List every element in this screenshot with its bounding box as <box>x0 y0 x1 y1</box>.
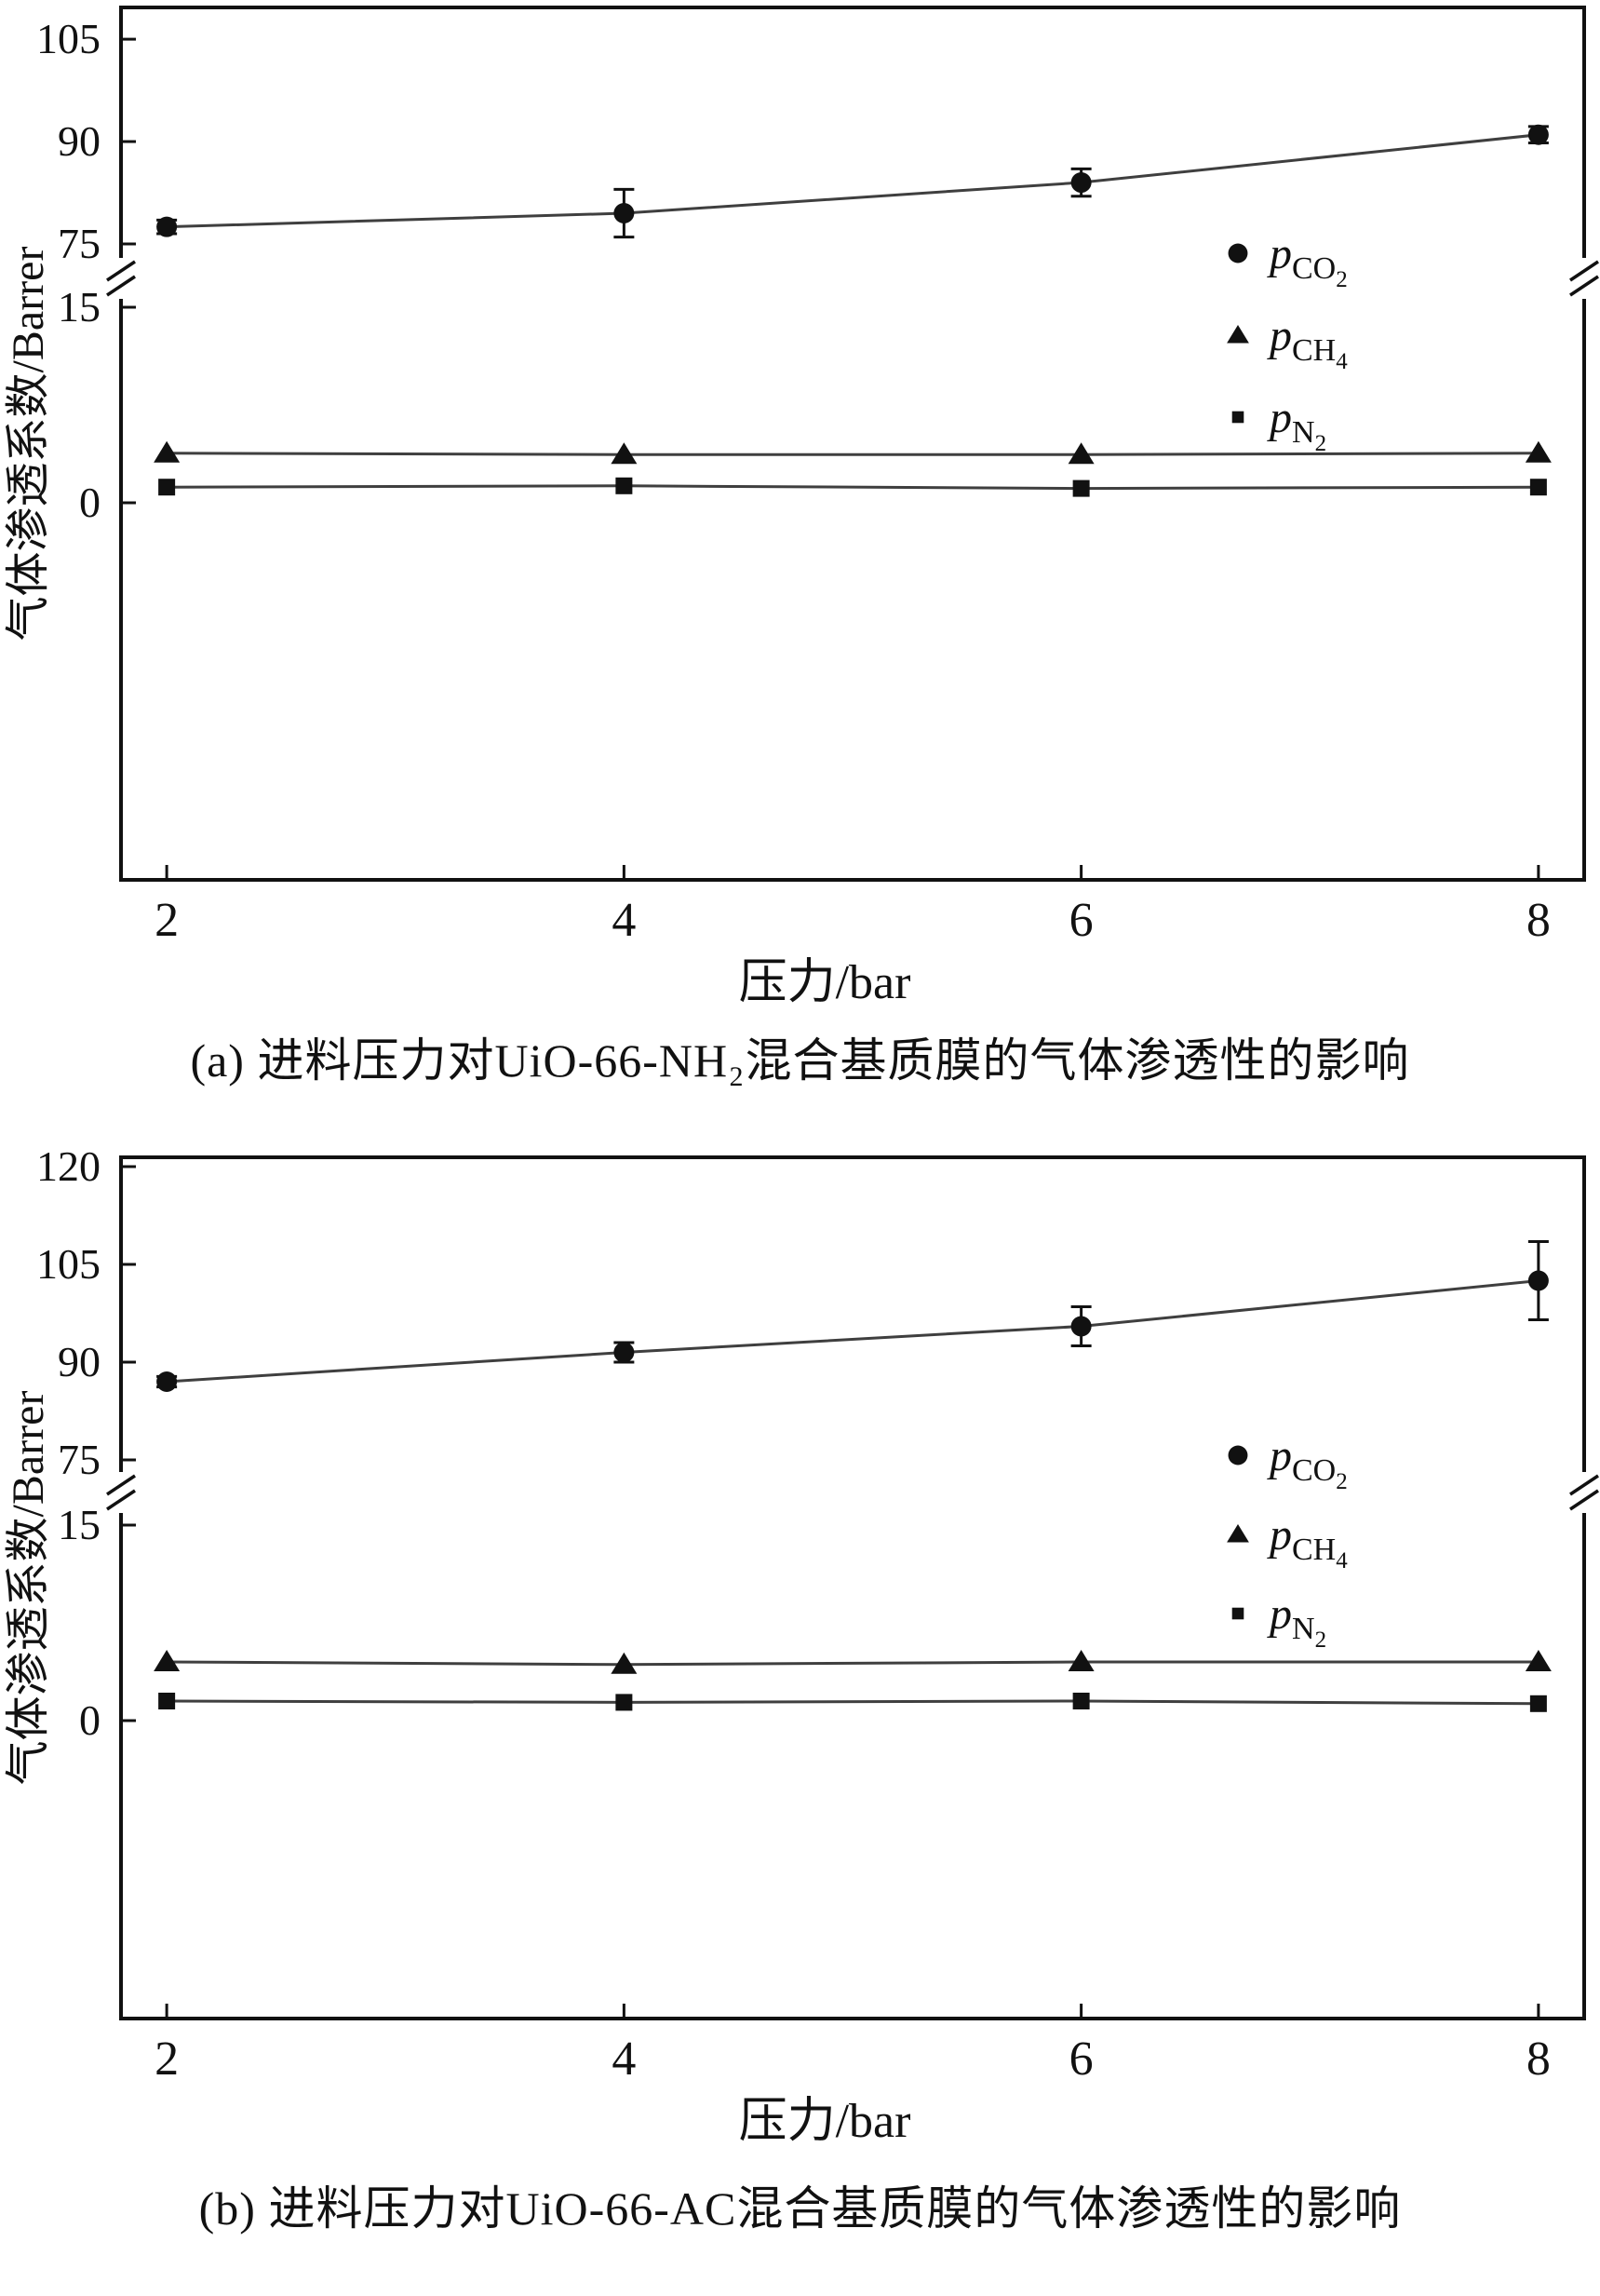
plot-border <box>119 1155 1586 2020</box>
axis-break-slash-icon <box>1569 1489 1599 1511</box>
marker-square <box>1072 1693 1090 1709</box>
marker-square <box>158 479 176 496</box>
series-p-n2 <box>158 1693 1547 1712</box>
marker-triangle <box>1068 1650 1095 1671</box>
y-tick-label: 90 <box>58 1338 101 1385</box>
marker-triangle <box>154 1650 181 1671</box>
marker-square <box>1072 479 1090 497</box>
y-tick-label: 0 <box>79 479 101 526</box>
series-line <box>167 133 1539 229</box>
x-tick-label: 8 <box>1526 2033 1551 2086</box>
axis-break-slash-icon <box>106 260 136 282</box>
marker-square <box>1529 1695 1547 1712</box>
caption-b: (b) 进料压力对UiO-66-AC混合基质膜的气体渗透性的影响 <box>198 2182 1402 2235</box>
series-line <box>167 484 1539 491</box>
y-axis: 75 90 105 0 15 <box>36 15 136 526</box>
series-p-co2 <box>156 124 1549 239</box>
marker-triangle <box>611 1652 638 1674</box>
y-axis: 75 90 105 120 0 15 <box>36 1148 136 1744</box>
marker-square <box>1231 1607 1244 1620</box>
y-tick-label: 75 <box>58 1436 101 1483</box>
series-p-ch4 <box>154 440 1552 465</box>
x-tick-label: 6 <box>1069 894 1094 947</box>
marker-triangle <box>1227 324 1249 344</box>
axis-break-slash-icon <box>1569 275 1599 297</box>
marker-square <box>1529 479 1547 496</box>
axis-break-slash-icon <box>106 1474 136 1496</box>
marker-circle <box>1527 124 1549 145</box>
x-axis: 2 4 6 8 <box>155 865 1551 947</box>
series-line <box>167 1660 1539 1667</box>
marker-circle <box>156 1371 178 1392</box>
y-axis-title: 气体渗透系数/Barrer <box>4 247 53 642</box>
x-axis-title: 压力/bar <box>739 2095 911 2148</box>
axis-break-slash-icon <box>106 1489 136 1511</box>
y-tick-label: 0 <box>79 1696 101 1744</box>
legend: pCO2 pCH4 pN2 <box>1227 1431 1348 1653</box>
series-line <box>167 1279 1539 1384</box>
series-p-ch4 <box>154 1650 1552 1674</box>
legend-label-co2: pCO2 <box>1267 229 1348 292</box>
y-tick-label: 15 <box>58 1501 101 1548</box>
y-tick-label: 105 <box>36 1240 101 1288</box>
x-tick-label: 2 <box>155 2033 179 2086</box>
marker-triangle <box>1227 1523 1249 1543</box>
y-tick-label: 120 <box>36 1148 101 1190</box>
series-line <box>167 1699 1539 1706</box>
marker-square <box>1231 411 1244 424</box>
marker-circle <box>1070 1316 1092 1337</box>
marker-square <box>158 1693 176 1709</box>
marker-triangle <box>154 440 181 463</box>
marker-circle <box>613 1342 635 1363</box>
x-tick-label: 4 <box>612 894 636 947</box>
marker-square <box>615 1694 633 1711</box>
y-tick-label: 105 <box>36 15 101 62</box>
y-axis-title: 气体渗透系数/Barrer <box>4 1391 53 1786</box>
legend-label-co2: pCO2 <box>1267 1431 1348 1494</box>
axis-break-gap <box>1577 1472 1592 1513</box>
marker-circle <box>1228 1445 1248 1465</box>
series-line <box>167 452 1539 456</box>
series-p-n2 <box>158 477 1547 497</box>
marker-circle <box>1228 243 1248 263</box>
y-tick-label: 90 <box>58 117 101 165</box>
y-tick-label: 75 <box>58 220 101 267</box>
panel-b: 75 90 105 120 0 15 2 4 6 8 pCO2 pCH4 pN2 气体渗透系数/Barre… <box>0 1148 1600 2296</box>
legend-label-n2: pN2 <box>1267 393 1326 456</box>
chart-a-plot: 75 90 105 0 15 2 4 6 8 pCO2 pCH4 pN2 气体渗透系数/Barrer 压力… <box>4 6 1599 1009</box>
x-tick-label: 2 <box>155 894 179 947</box>
legend: pCO2 pCH4 pN2 <box>1227 229 1348 456</box>
marker-square <box>615 477 633 494</box>
x-tick-label: 8 <box>1526 894 1551 947</box>
x-tick-label: 4 <box>612 2033 636 2086</box>
panel-a: 75 90 105 0 15 2 4 6 8 pCO2 pCH4 pN2 气体渗透系数/Barrer 压力… <box>4 6 1599 1087</box>
axis-break-gap <box>114 258 128 299</box>
axis-break-gap <box>1577 258 1592 299</box>
series-p-co2 <box>156 1240 1549 1392</box>
marker-triangle <box>1068 442 1095 465</box>
marker-triangle <box>1525 440 1552 463</box>
caption-a: (a) 进料压力对UiO-66-NH₂混合基质膜的气体渗透性的影响 <box>190 1034 1410 1087</box>
axis-break-slash-icon <box>1569 260 1599 282</box>
plot-border <box>119 6 1586 882</box>
legend-label-n2: pN2 <box>1267 1589 1326 1653</box>
x-tick-label: 6 <box>1069 2033 1094 2086</box>
marker-circle <box>613 203 635 224</box>
marker-triangle <box>611 442 638 465</box>
x-axis-title: 压力/bar <box>739 956 911 1009</box>
marker-circle <box>156 216 178 237</box>
legend-label-ch4: pCH4 <box>1267 311 1348 374</box>
y-tick-label: 15 <box>58 283 101 331</box>
legend-label-ch4: pCH4 <box>1267 1510 1348 1573</box>
marker-circle <box>1070 172 1092 194</box>
axis-break-gap <box>114 1472 128 1513</box>
axis-break-slash-icon <box>106 275 136 297</box>
axis-break-slash-icon <box>1569 1474 1599 1496</box>
x-axis: 2 4 6 8 <box>155 2004 1551 2086</box>
marker-triangle <box>1525 1650 1552 1671</box>
chart-b-plot: 75 90 105 120 0 15 2 4 6 8 pCO2 pCH4 pN2 气体渗透系数/Barre… <box>4 1148 1599 2148</box>
marker-circle <box>1527 1270 1549 1291</box>
